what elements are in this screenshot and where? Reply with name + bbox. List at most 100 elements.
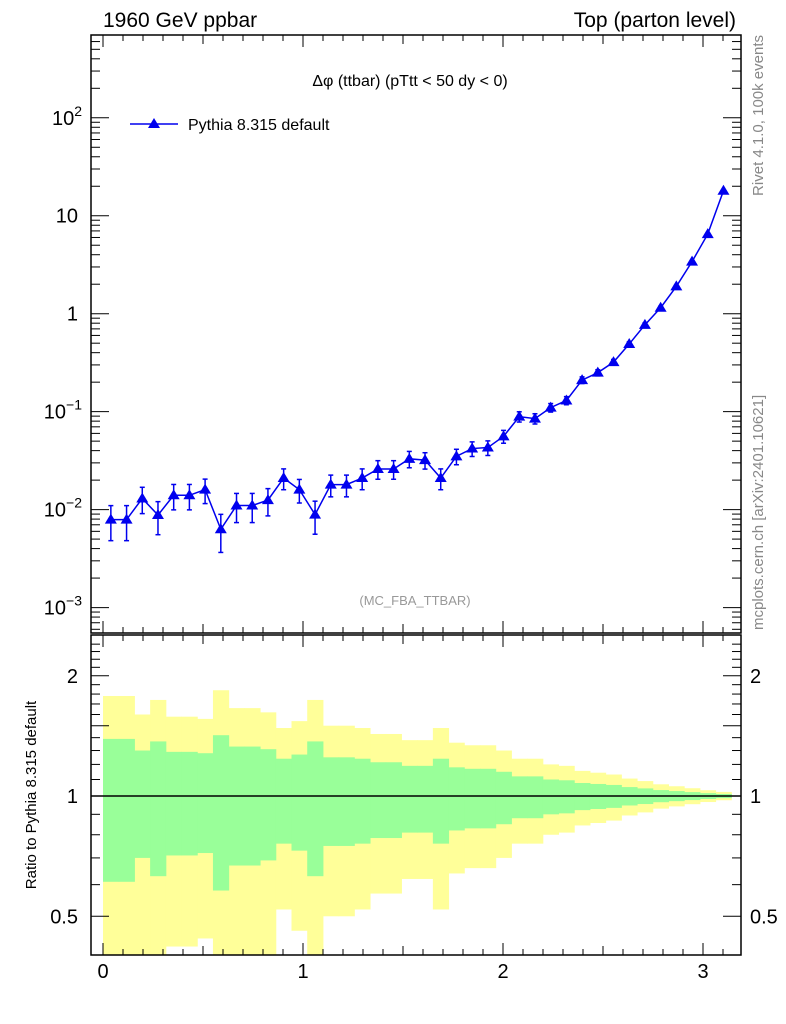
mcplots-label: mcplots.cern.ch [arXiv:2401.10621]	[750, 395, 767, 630]
ratio-band-1sigma-bin	[244, 746, 261, 866]
ratio-y-tick-label-right: 1	[750, 786, 761, 808]
ratio-band-1sigma-bin	[165, 751, 183, 856]
data-point	[701, 228, 714, 239]
triangle-marker	[324, 478, 337, 489]
data-point	[717, 184, 730, 195]
legend-triangle-marker	[148, 118, 160, 128]
ratio-band-1sigma-bin	[322, 757, 340, 846]
ratio-band-1sigma-bin	[479, 768, 497, 829]
axes: 0 1 2 3 102 10 1 10−1 10−2 10−3 2 2 1 1 0.5 0.5	[44, 34, 778, 983]
triangle-marker	[686, 255, 699, 266]
x-tick-label: 1	[297, 961, 308, 983]
ratio-band-1sigma-bin	[134, 750, 151, 858]
data-point	[528, 412, 541, 425]
data-point	[497, 429, 510, 444]
ratio-band-1sigma-bin	[401, 765, 418, 833]
ratio-band-1sigma-bin	[464, 768, 481, 829]
main-frame	[90, 34, 742, 634]
chart-title: Δφ (ttbar) (pTtt < 50 dy < 0)	[312, 73, 507, 90]
y-tick-label: 102	[52, 103, 82, 130]
data-point	[293, 478, 306, 504]
data-point	[183, 483, 196, 511]
header-left: 1960 GeV ppbar	[103, 9, 257, 32]
data-point	[356, 468, 369, 491]
ratio-band-1sigma-bin	[118, 738, 135, 882]
ratio-ylabel: Ratio to Pythia 8.315 default	[23, 700, 40, 889]
triangle-marker	[167, 489, 180, 500]
data-point	[277, 468, 290, 491]
data-point	[230, 492, 243, 524]
triangle-marker	[466, 442, 479, 453]
ratio-band-1sigma-bin	[370, 762, 387, 839]
ratio-band-1sigma-bin	[542, 779, 560, 815]
triangle-marker	[497, 430, 510, 441]
x-tick-label: 0	[97, 961, 108, 983]
triangle-marker	[371, 462, 384, 473]
data-point	[199, 478, 212, 505]
triangle-marker	[638, 318, 651, 329]
ratio-band-1sigma-bin	[495, 771, 512, 825]
ratio-y-tick-label-left: 1	[67, 786, 78, 808]
ratio-band-1sigma-bin	[103, 738, 120, 882]
triangle-marker	[277, 472, 290, 483]
main-marks	[104, 184, 730, 554]
data-point	[167, 483, 180, 511]
data-point	[120, 504, 133, 542]
triangle-marker	[151, 509, 164, 520]
triangle-marker	[670, 280, 683, 291]
data-point	[623, 338, 636, 349]
ratio-y-tick-label-right: 0.5	[750, 906, 778, 928]
ratio-band-1sigma-bin	[432, 758, 450, 844]
triangle-marker	[419, 454, 432, 465]
triangle-marker	[183, 489, 196, 500]
analysis-tag: (MC_FBA_TTBAR)	[359, 593, 470, 608]
triangle-marker	[104, 513, 117, 524]
triangle-marker	[136, 492, 149, 503]
data-point	[309, 500, 322, 535]
triangle-marker	[591, 366, 604, 377]
triangle-marker	[481, 441, 494, 452]
ratio-band-1sigma-bin	[527, 776, 544, 819]
data-point	[261, 487, 274, 517]
data-point	[136, 486, 149, 515]
triangle-marker	[199, 483, 212, 494]
triangle-marker	[513, 410, 526, 421]
ratio-y-tick-label-left: 0.5	[50, 906, 78, 928]
triangle-marker	[214, 523, 227, 534]
data-point	[371, 459, 384, 481]
data-point	[434, 468, 447, 491]
data-point	[576, 374, 589, 385]
ratio-frame	[90, 634, 742, 956]
data-point	[591, 366, 604, 377]
x-tick-label: 2	[497, 961, 508, 983]
data-point	[481, 440, 494, 457]
data-point	[638, 318, 651, 329]
triangle-marker	[528, 412, 541, 423]
ratio-band-1sigma-bin	[291, 754, 308, 851]
header-right: Top (parton level)	[574, 9, 736, 32]
triangle-marker	[387, 462, 400, 473]
triangle-marker	[261, 494, 274, 505]
data-point	[670, 280, 683, 291]
triangle-marker	[340, 478, 353, 489]
triangle-marker	[434, 472, 447, 483]
triangle-marker	[560, 394, 573, 405]
ratio-band-1sigma-bin	[197, 753, 214, 854]
ratio-band-1sigma-bin	[228, 746, 245, 866]
rivet-label: Rivet 4.1.0, 100k events	[750, 35, 767, 196]
data-point	[403, 450, 416, 469]
ratio-band-1sigma-bin	[448, 767, 465, 831]
triangle-marker	[701, 228, 714, 239]
triangle-marker	[230, 499, 243, 510]
ratio-band-1sigma-bin	[307, 741, 324, 877]
data-point	[214, 513, 227, 554]
ratio-band-1sigma-bin	[150, 741, 167, 877]
legend: Pythia 8.315 default	[130, 117, 330, 134]
triangle-marker	[544, 401, 557, 412]
data-point	[340, 474, 353, 498]
ratio-band-1sigma-bin	[338, 757, 355, 846]
data-point	[686, 255, 699, 266]
ratio-band-1sigma-bin	[354, 758, 371, 844]
triangle-marker	[450, 450, 463, 461]
triangle-marker	[717, 184, 730, 195]
